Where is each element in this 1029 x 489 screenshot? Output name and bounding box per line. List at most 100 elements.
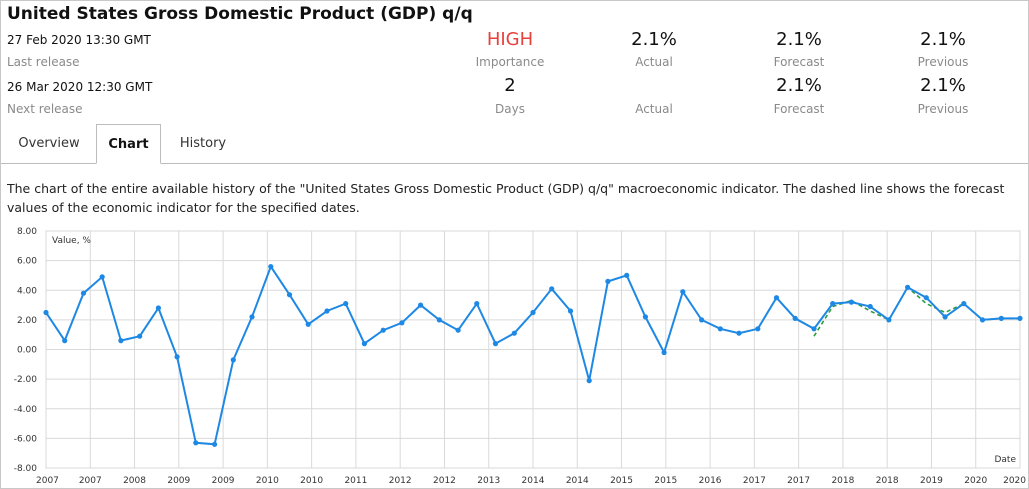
tab-bar: Overview Chart History [1, 124, 1028, 164]
y-tick-label: -2.00 [14, 375, 38, 385]
last-release-date: 27 Feb 2020 13:30 GMT [7, 33, 151, 47]
actual-data-point [605, 278, 611, 284]
days-label: Days [495, 102, 525, 116]
actual-data-point [80, 290, 87, 296]
actual-data-point [867, 303, 873, 310]
x-tick-label: 2020 [964, 476, 987, 486]
next-release-date: 26 Mar 2020 12:30 GMT [7, 80, 153, 94]
actual-data-point [680, 289, 686, 295]
actual-data-point [324, 308, 330, 314]
x-tick-label: 2016 [699, 476, 722, 486]
actual-data-point [961, 301, 967, 307]
x-tick-label: 2014 [522, 476, 545, 486]
actual-data-point [549, 286, 555, 292]
y-tick-label: 8.00 [17, 227, 37, 237]
next-previous-label: Previous [917, 102, 969, 116]
actual-data-point [230, 357, 236, 363]
tab-chart[interactable]: Chart [96, 124, 161, 164]
actual-data-point [755, 326, 761, 332]
gdp-line-chart: 8.00 6.00 4.00 2.00 0.00 -2.00 -4.00 -6.00 -8.00… [14, 227, 1027, 486]
next-forecast-value: 2.1% [776, 75, 822, 96]
actual-data-point [567, 308, 574, 314]
y-tick-label: -8.00 [14, 464, 38, 474]
actual-data-point [399, 320, 405, 326]
y-tick-label: -6.00 [14, 434, 38, 444]
x-tick-label: 2013 [477, 476, 500, 486]
actual-data-point [848, 299, 855, 305]
actual-data-point [699, 317, 705, 323]
y-tick-label: 0.00 [17, 346, 37, 356]
actual-data-point [830, 301, 836, 307]
x-tick-label: 2014 [566, 476, 589, 486]
actual-data-point [792, 315, 798, 321]
x-tick-label: 2010 [256, 476, 279, 486]
actual-data-point [155, 305, 161, 311]
importance-value: HIGH [486, 29, 534, 50]
next-release-label: Next release [7, 102, 83, 116]
x-tick-label: 2015 [654, 476, 677, 486]
x-tick-label: 2007 [79, 476, 102, 486]
actual-data-point [43, 309, 49, 316]
x-tick-label: 2010 [300, 476, 323, 486]
x-tick-label: 2009 [167, 476, 190, 486]
last-release-label: Last release [7, 55, 80, 69]
days-value: 2 [504, 75, 516, 96]
actual-data-point [736, 330, 742, 336]
x-axis-title: Date [994, 455, 1016, 465]
actual-data-point [249, 314, 255, 320]
actual-data-point [455, 327, 461, 333]
actual-data-point [530, 309, 536, 316]
next-previous-value: 2.1% [920, 75, 966, 96]
actual-data-point [624, 272, 630, 278]
x-tick-label: 2019 [920, 476, 943, 486]
actual-data-point [942, 314, 948, 320]
actual-data-point [212, 441, 218, 447]
y-tick-label: 6.00 [17, 257, 37, 267]
actual-data-point [811, 326, 817, 332]
x-tick-label: 2017 [743, 476, 766, 486]
y-tick-label: 2.00 [17, 316, 37, 326]
actual-data-point [717, 326, 723, 332]
actual-data-point [118, 338, 124, 344]
actual-data-point [998, 315, 1004, 321]
last-previous-value: 2.1% [920, 29, 966, 50]
actual-data-point [99, 274, 105, 280]
tab-overview[interactable]: Overview [18, 136, 80, 151]
importance-label: Importance [475, 55, 545, 69]
actual-data-point [886, 317, 892, 323]
actual-data-point [474, 301, 480, 307]
x-tick-label: 2011 [344, 476, 367, 486]
chart-description: The chart of the entire available histor… [7, 181, 1005, 215]
y-tick-label: -4.00 [14, 405, 38, 415]
actual-data-point [380, 327, 386, 333]
actual-data-point [773, 295, 780, 301]
actual-data-point [305, 321, 311, 327]
x-tick-label: 2007 [36, 476, 59, 486]
x-tick-label: 2008 [123, 476, 146, 486]
x-tick-label: 2012 [433, 476, 456, 486]
actual-data-point [361, 341, 367, 347]
x-tick-label: 2012 [389, 476, 412, 486]
actual-data-point [642, 314, 649, 320]
x-tick-label: 2018 [876, 476, 899, 486]
actual-data-point [661, 349, 667, 356]
actual-data-point [137, 333, 143, 339]
page-title: United States Gross Domestic Product (GD… [7, 4, 473, 24]
x-tick-label: 2015 [610, 476, 633, 486]
actual-data-point [492, 341, 499, 347]
x-tick-label: 2009 [212, 476, 235, 486]
next-forecast-label: Forecast [773, 102, 825, 116]
x-tick-label: 2018 [831, 476, 854, 486]
x-tick-label: 2017 [787, 476, 810, 486]
actual-data-point [343, 301, 349, 307]
actual-data-point [418, 302, 424, 308]
actual-data-point [193, 440, 199, 446]
actual-data-point [174, 354, 180, 360]
y-axis-title: Value, % [52, 236, 91, 246]
actual-data-point [436, 317, 442, 323]
tab-history[interactable]: History [179, 136, 227, 151]
actual-data-point [62, 338, 68, 344]
next-actual-label: Actual [635, 102, 673, 116]
actual-data-point [905, 284, 911, 290]
actual-data-point [511, 330, 517, 336]
